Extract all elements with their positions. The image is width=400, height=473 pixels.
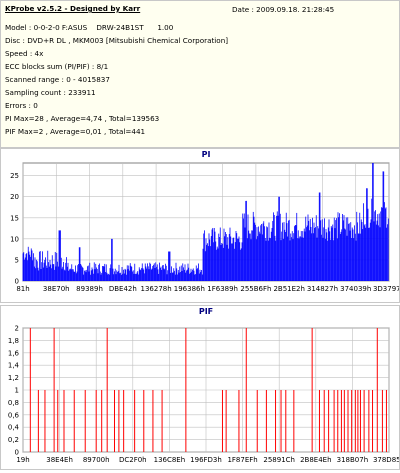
- y-tick-label: 0,6: [8, 411, 20, 419]
- x-tick-label: 136278h: [141, 285, 172, 293]
- x-tick-label: 196FD3h: [190, 456, 222, 464]
- x-tick-label: 1F6389h: [207, 285, 238, 293]
- pif-stats-line: PIF Max=2 , Average=0,01 , Total=441: [5, 127, 146, 136]
- x-tick-label: 3D3797h: [373, 285, 399, 293]
- pif-bars: [29, 328, 387, 452]
- y-tick-label: 0: [15, 278, 19, 286]
- scanned-range-line: Scanned range : 0 - 4015837: [5, 75, 110, 84]
- pif-chart: PIF 0 0,2 0,4 0,6 0,8 1 1,2 1,4 1,6 1,8 2 19h 38E4Eh 8…: [8, 307, 400, 464]
- x-tick-label: 38E4Eh: [46, 456, 73, 464]
- y-tick-label: 0: [15, 449, 19, 457]
- y-tick-label: 20: [10, 193, 19, 201]
- y-tick-label: 1,2: [8, 374, 19, 382]
- disc-line: Disc : DVD+R DL , MKM003 [Mitsubishi Che…: [5, 36, 229, 45]
- speed-line: Speed : 4x: [5, 49, 44, 58]
- x-tick-label: 2B51E2h: [273, 285, 304, 293]
- x-tick-label: 374039h: [340, 285, 371, 293]
- y-tick-label: 5: [15, 256, 19, 264]
- y-tick-label: 1: [15, 387, 19, 395]
- x-tick-label: 1F87EFh: [227, 456, 257, 464]
- x-tick-label: 196386h: [174, 285, 205, 293]
- x-tick-label: 25891Ch: [263, 456, 295, 464]
- y-tick-label: 0,2: [8, 436, 19, 444]
- y-tick-label: 25: [10, 172, 19, 180]
- x-tick-label: 2B8E4Eh: [300, 456, 331, 464]
- y-tick-label: 1,8: [8, 337, 19, 345]
- x-tick-label: 318B07h: [337, 456, 369, 464]
- x-tick-label: 255B6Fh: [240, 285, 271, 293]
- pi-chart-panel: PI 0 5 10 15 20 25 81h 38E70h 89389h DBE42h 136278h…: [0, 148, 400, 303]
- x-tick-label: 314827h: [307, 285, 338, 293]
- x-tick-label: 89389h: [76, 285, 103, 293]
- pif-chart-panel: PIF 0 0,2 0,4 0,6 0,8 1 1,2 1,4 1,6 1,8 2 19h 38E4Eh 8…: [0, 305, 400, 470]
- y-tick-label: 1,4: [8, 362, 20, 370]
- sampling-count-line: Sampling count : 233911: [5, 88, 96, 97]
- info-panel: KProbe v2.5.2 - Designed by Karr Date : …: [0, 0, 400, 148]
- ecc-line: ECC blocks sum (PI/PIF) : 8/1: [5, 62, 109, 71]
- scan-date: Date : 2009.09.18. 21:28:45: [232, 5, 335, 14]
- x-tick-label: 38E70h: [43, 285, 70, 293]
- pi-bars: [22, 163, 389, 281]
- pi-stats-line: PI Max=28 , Average=4,74 , Total=139563: [5, 114, 160, 123]
- x-tick-label: 89700h: [83, 456, 110, 464]
- y-tick-label: 15: [10, 214, 19, 222]
- x-tick-label: DBE42h: [109, 285, 137, 293]
- y-tick-label: 0,4: [8, 424, 20, 432]
- chart-title: PIF: [199, 307, 213, 316]
- x-tick-label: 81h: [16, 285, 29, 293]
- pi-chart: PI 0 5 10 15 20 25 81h 38E70h 89389h DBE42h 136278h…: [10, 150, 400, 293]
- y-tick-label: 0,8: [8, 399, 19, 407]
- x-tick-label: 136C8Eh: [154, 456, 186, 464]
- y-tick-label: 10: [10, 235, 19, 243]
- errors-line: Errors : 0: [5, 101, 38, 110]
- y-tick-label: 1,6: [8, 349, 20, 357]
- x-tick-label: DC2F0h: [119, 456, 147, 464]
- model-line: Model : 0-0-2-0 F:ASUS DRW-24B1ST 1.00: [5, 23, 174, 32]
- chart-title: PI: [202, 150, 211, 159]
- x-tick-label: 378D85h: [373, 456, 399, 464]
- app-title: KProbe v2.5.2 - Designed by Karr: [5, 4, 141, 13]
- x-tick-label: 19h: [16, 456, 29, 464]
- y-tick-label: 2: [15, 325, 19, 333]
